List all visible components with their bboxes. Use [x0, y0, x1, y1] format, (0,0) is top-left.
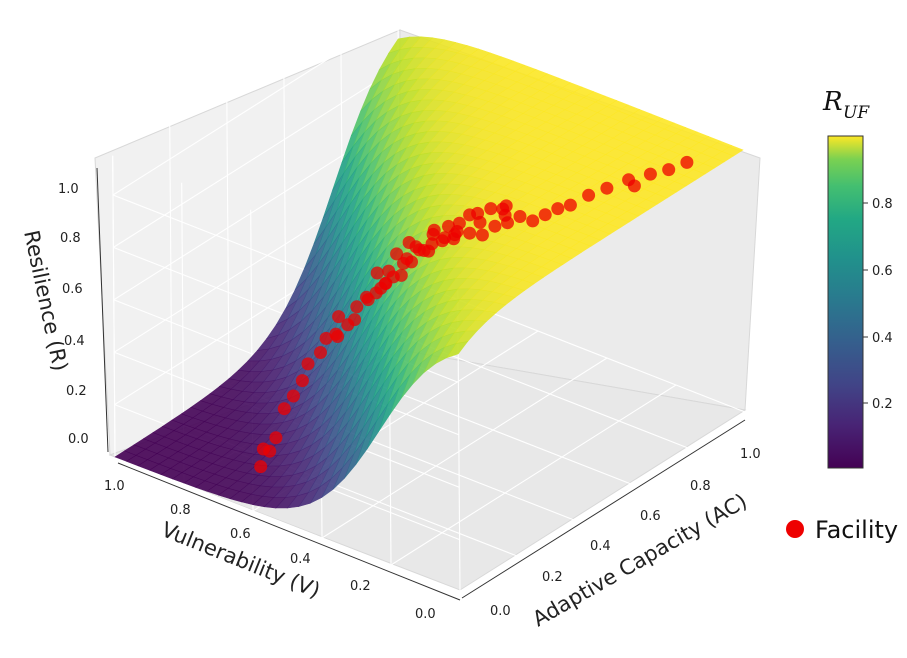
- facility-point: [400, 252, 414, 266]
- facility-point: [350, 300, 364, 314]
- facility-point: [627, 179, 641, 193]
- facility-point: [662, 163, 676, 177]
- facility-points: [254, 155, 694, 474]
- facility-point: [582, 188, 596, 202]
- facility-point: [295, 374, 309, 388]
- grid-line: [114, 456, 461, 593]
- facility-point: [600, 181, 614, 195]
- facility-point: [254, 460, 268, 474]
- facility-point: [484, 202, 498, 216]
- colorbar-gradient: [827, 135, 864, 469]
- facility-point: [348, 313, 362, 327]
- facility-point: [402, 236, 416, 249]
- facility-point: [538, 208, 552, 222]
- facility-point: [314, 346, 327, 359]
- grid-line: [321, 357, 608, 539]
- grid-line: [112, 155, 116, 458]
- colorbar-title: R: [822, 87, 843, 117]
- facility-point: [463, 226, 477, 240]
- legend-marker: [786, 520, 804, 538]
- y-tick-label: 0.2: [350, 579, 371, 594]
- y-tick-label: 0.0: [415, 607, 436, 622]
- facility-point: [269, 431, 283, 445]
- x-tick-label: 0.6: [640, 509, 661, 524]
- facility-point: [382, 264, 396, 278]
- grid-line: [459, 411, 746, 593]
- facility-point: [390, 247, 404, 261]
- colorbar-tick-label: 0.4: [872, 331, 893, 346]
- facility-point: [412, 243, 426, 257]
- z-axis-label: Resilience (R): [19, 228, 72, 373]
- y-tick-label: 1.0: [104, 479, 125, 494]
- facility-point: [360, 290, 373, 304]
- colorbar-tick-label: 0.8: [872, 197, 893, 212]
- colorbar-title-subscript: UF: [843, 103, 870, 123]
- facility-point: [551, 202, 565, 216]
- surface-patch: [445, 341, 469, 359]
- facility-point: [394, 268, 408, 282]
- y-tick-label: 0.4: [290, 552, 311, 567]
- facility-point: [452, 216, 466, 230]
- x-tick-label: 1.0: [740, 447, 761, 462]
- facility-point: [379, 276, 393, 290]
- facility-point: [301, 357, 315, 371]
- facility-point: [427, 223, 441, 237]
- z-axis: 0.0 0.2 0.4 0.6 0.8 1.0 Resilience (R): [19, 167, 109, 453]
- facility-point: [496, 202, 510, 216]
- grid-line: [113, 66, 399, 248]
- grid-line: [283, 47, 287, 350]
- facility-point: [488, 219, 502, 233]
- x-tick-label: 0.8: [690, 479, 711, 494]
- colorbar-tick-label: 0.2: [872, 397, 893, 412]
- facility-point: [475, 228, 489, 242]
- x-tick-label: 0.4: [590, 539, 611, 554]
- facility-point: [442, 219, 455, 233]
- facility-point: [438, 231, 452, 245]
- x-tick-label: 0.0: [490, 604, 511, 619]
- facility-point: [501, 216, 514, 230]
- facility-point: [680, 155, 694, 169]
- facility-point: [277, 402, 291, 416]
- grid-line: [390, 384, 677, 566]
- z-tick-label: 0.4: [64, 334, 85, 349]
- facility-point: [643, 167, 657, 181]
- x-tick-label: 0.2: [542, 570, 563, 585]
- colorbar: R UF 0.2 0.4 0.6 0.8: [822, 87, 893, 469]
- facility-point: [329, 327, 343, 341]
- legend: Facility: [786, 516, 898, 544]
- colorbar-tick-label: 0.6: [872, 264, 893, 279]
- z-tick-label: 1.0: [58, 182, 79, 197]
- z-tick-label: 0.0: [68, 432, 89, 447]
- facility-point: [370, 266, 384, 280]
- facility-point: [526, 214, 540, 228]
- y-tick-label: 0.8: [170, 503, 191, 518]
- y-tick-label: 0.6: [230, 527, 251, 542]
- z-tick-label: 0.6: [62, 282, 83, 297]
- facility-point: [263, 444, 277, 458]
- facility-point: [369, 286, 383, 300]
- facility-point: [332, 310, 346, 324]
- grid-line: [112, 14, 399, 196]
- facility-point: [286, 389, 300, 403]
- legend-label: Facility: [815, 516, 898, 544]
- facility-point: [563, 198, 577, 212]
- facility-point: [471, 206, 485, 220]
- facility-point: [513, 210, 527, 223]
- facility-point: [425, 237, 439, 251]
- grid-line: [226, 83, 230, 386]
- facility-point: [319, 331, 333, 345]
- z-tick-label: 0.8: [60, 231, 81, 246]
- z-tick-label: 0.2: [66, 384, 87, 399]
